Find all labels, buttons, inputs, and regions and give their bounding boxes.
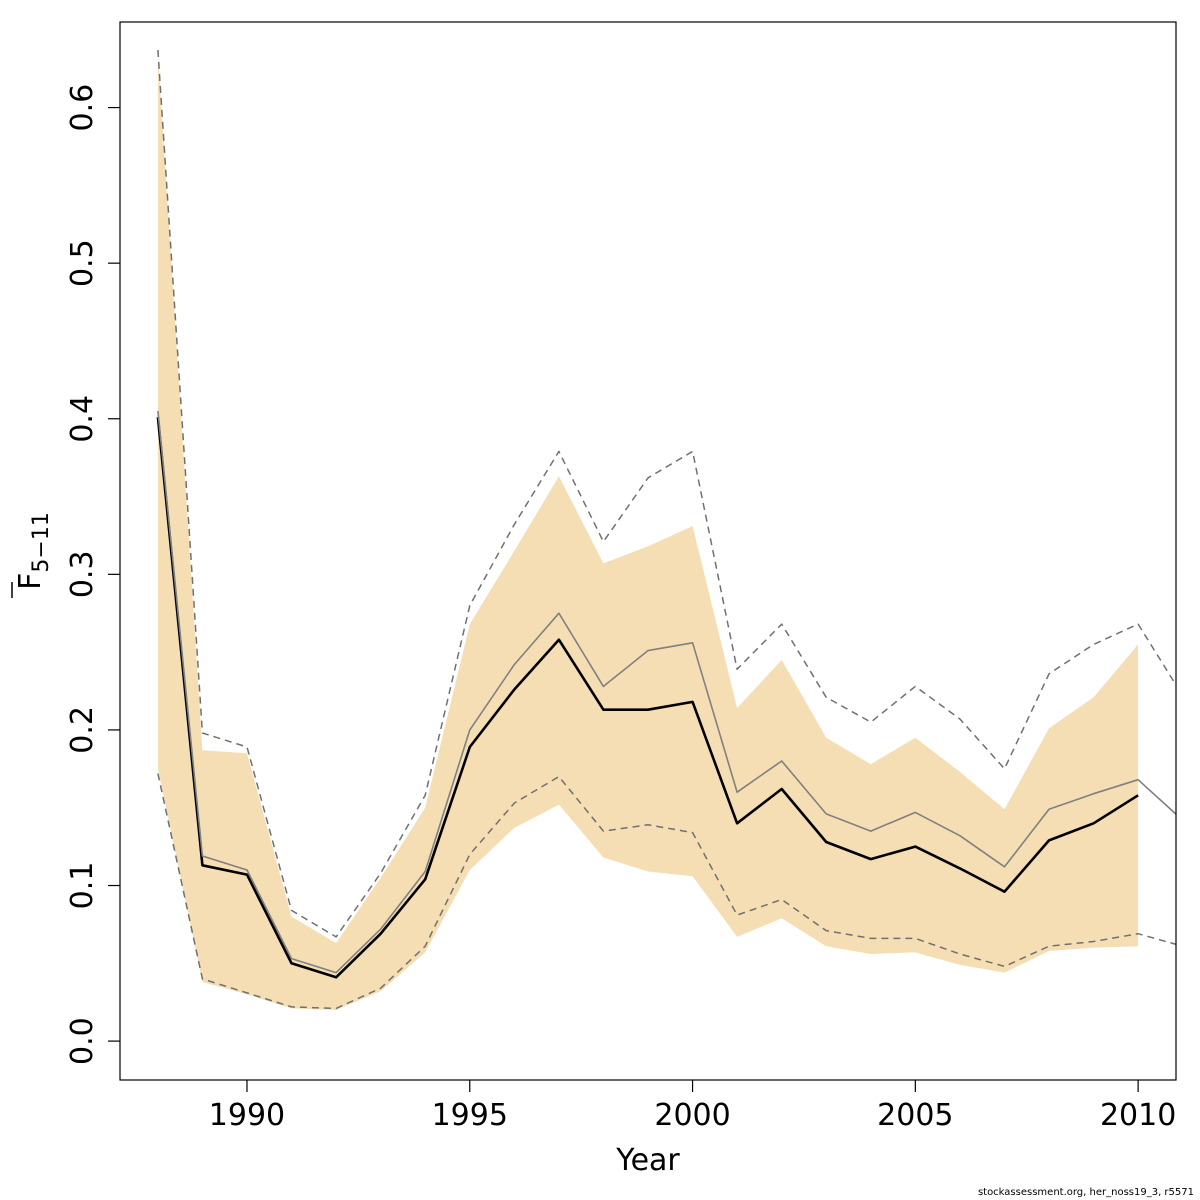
- y-tick-label: 0.1: [65, 862, 100, 910]
- y-tick-label: 0.2: [65, 706, 100, 754]
- x-tick-label: 1995: [432, 1098, 508, 1133]
- lower-dashed-line: [157, 773, 1176, 1010]
- y-tick-label: 0.6: [65, 84, 100, 132]
- y-tick-label: 0.3: [65, 550, 100, 598]
- footer-note: stockassessment.org, her_noss19_3, r5571: [977, 1187, 1194, 1198]
- upper-dashed-line: [157, 49, 1176, 938]
- x-tick-label: 2010: [1100, 1098, 1176, 1133]
- y-tick-label: 0.5: [65, 239, 100, 287]
- confidence-band: [157, 53, 1139, 1011]
- plot-area: [156, 49, 1176, 1011]
- y-tick-label: 0.0: [65, 1017, 100, 1065]
- x-axis-title: Year: [615, 1143, 680, 1178]
- comparison-line: [157, 410, 1176, 974]
- y-axis-title: F5−11: [13, 512, 54, 590]
- y-axis-title-symbol: F: [13, 573, 48, 590]
- y-tick-label: 0.4: [65, 395, 100, 443]
- y-axis-title-subscript: 5−11: [29, 512, 54, 572]
- y-axis: 0.0 0.1 0.2 0.3 0.4 0.5 0.6: [65, 84, 120, 1065]
- svg-text:F5−11: F5−11: [13, 512, 54, 590]
- x-tick-label: 2005: [877, 1098, 953, 1133]
- x-axis: 1990 1995 2000 2005 2010: [209, 1080, 1176, 1133]
- plot-frame: [119, 21, 1177, 1081]
- x-tick-label: 1990: [209, 1098, 285, 1133]
- estimate-line: [156, 417, 1139, 979]
- x-tick-label: 2000: [654, 1098, 730, 1133]
